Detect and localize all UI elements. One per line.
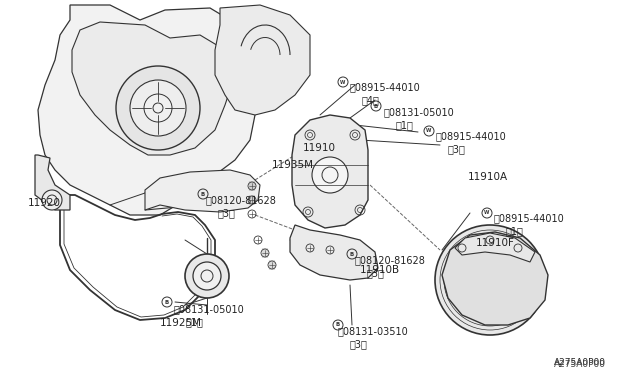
Text: 11910F: 11910F	[476, 238, 515, 248]
Text: 11910: 11910	[303, 143, 336, 153]
Text: 11935M: 11935M	[272, 160, 314, 170]
Text: A275A0P00: A275A0P00	[554, 358, 606, 367]
Circle shape	[448, 238, 532, 322]
Text: B: B	[374, 103, 378, 109]
Text: W: W	[484, 211, 490, 215]
Text: 11910A: 11910A	[468, 172, 508, 182]
Polygon shape	[72, 22, 235, 155]
Text: Ⓦ08915-44010: Ⓦ08915-44010	[494, 213, 564, 223]
Circle shape	[130, 80, 186, 136]
Text: 11925M: 11925M	[160, 318, 202, 328]
Text: （1）: （1）	[396, 120, 414, 130]
Text: 11920: 11920	[28, 198, 61, 208]
Text: （3）: （3）	[218, 208, 236, 218]
Text: （4）: （4）	[362, 95, 380, 105]
Text: W: W	[426, 128, 432, 134]
Text: （3）: （3）	[350, 339, 368, 349]
Circle shape	[462, 252, 518, 308]
Text: A275A0P00: A275A0P00	[554, 360, 606, 369]
Text: （1）: （1）	[186, 317, 204, 327]
Text: B: B	[336, 323, 340, 327]
Text: Ⓑ08131-05010: Ⓑ08131-05010	[174, 304, 244, 314]
Circle shape	[435, 225, 545, 335]
Circle shape	[144, 94, 172, 122]
Text: 11910B: 11910B	[360, 265, 400, 275]
Polygon shape	[145, 170, 260, 212]
Text: W: W	[340, 80, 346, 84]
Circle shape	[42, 190, 62, 210]
Text: Ⓑ08131-03510: Ⓑ08131-03510	[338, 326, 409, 336]
Text: Ⓦ08915-44010: Ⓦ08915-44010	[350, 82, 420, 92]
Polygon shape	[442, 232, 548, 325]
Text: Ⓑ08120-81628: Ⓑ08120-81628	[206, 195, 277, 205]
Text: Ⓦ08915-44010: Ⓦ08915-44010	[436, 131, 507, 141]
Text: Ⓑ08120-81628: Ⓑ08120-81628	[355, 255, 426, 265]
Text: B: B	[201, 192, 205, 196]
Polygon shape	[290, 225, 378, 280]
Circle shape	[312, 157, 348, 193]
Polygon shape	[38, 5, 270, 215]
Circle shape	[185, 254, 229, 298]
Polygon shape	[455, 233, 535, 262]
Text: （3）: （3）	[448, 144, 466, 154]
Text: B: B	[165, 299, 169, 305]
Polygon shape	[35, 155, 70, 210]
Polygon shape	[292, 115, 368, 228]
Text: （3）: （3）	[367, 268, 385, 278]
Text: Ⓑ08131-05010: Ⓑ08131-05010	[384, 107, 455, 117]
Circle shape	[116, 66, 200, 150]
Text: B: B	[350, 251, 354, 257]
Text: （1）: （1）	[506, 226, 524, 236]
Circle shape	[193, 262, 221, 290]
Polygon shape	[215, 5, 310, 115]
